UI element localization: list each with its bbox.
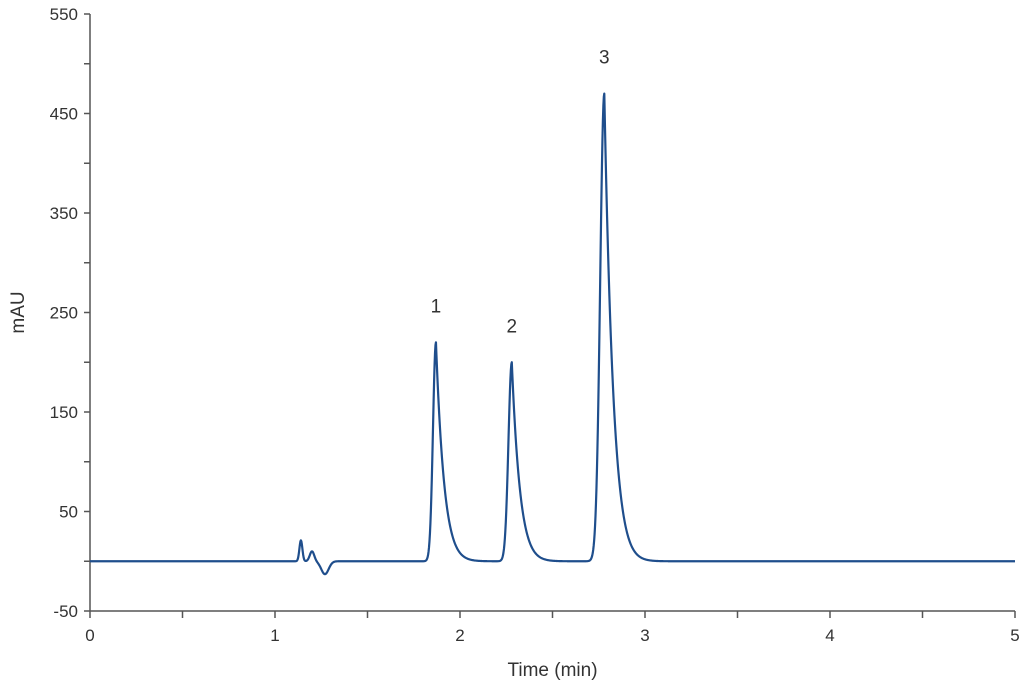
chromatogram-trace [89, 92, 1016, 576]
y-tick-label: 150 [50, 403, 78, 422]
y-tick-label: -50 [53, 602, 78, 621]
y-tick-label: 250 [50, 304, 78, 323]
x-axis: 0 1 2 3 4 5 [85, 610, 1020, 645]
y-tick-label: 50 [59, 503, 78, 522]
peak-label-1: 1 [431, 296, 442, 317]
y-axis-title: mAU [8, 291, 29, 333]
x-tick-label: 2 [455, 626, 464, 645]
y-axis: -50 50 150 250 350 450 550 [50, 5, 91, 621]
x-tick-label: 5 [1010, 626, 1019, 645]
peak-label-2: 2 [507, 316, 518, 337]
y-tick-label: 450 [50, 105, 78, 124]
x-axis-title: Time (min) [507, 660, 597, 681]
x-tick-label: 1 [270, 626, 279, 645]
y-tick-label: 550 [50, 5, 78, 24]
peak-label-3: 3 [599, 48, 610, 69]
y-tick-label: 350 [50, 204, 78, 223]
x-tick-label: 3 [640, 626, 649, 645]
x-tick-label: 4 [825, 626, 834, 645]
peak-labels: 1 2 3 [431, 48, 610, 338]
x-tick-label: 0 [85, 626, 94, 645]
